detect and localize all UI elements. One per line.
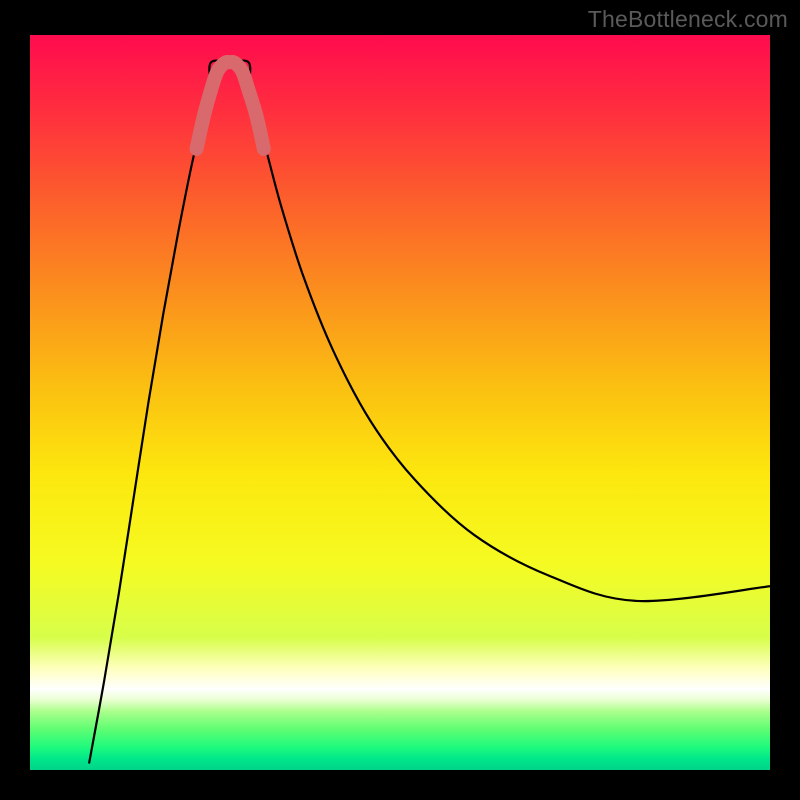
plot-svg: [30, 35, 770, 770]
plot-area: [30, 35, 770, 770]
watermark-text: TheBottleneck.com: [588, 6, 788, 33]
gradient-background: [30, 35, 770, 770]
